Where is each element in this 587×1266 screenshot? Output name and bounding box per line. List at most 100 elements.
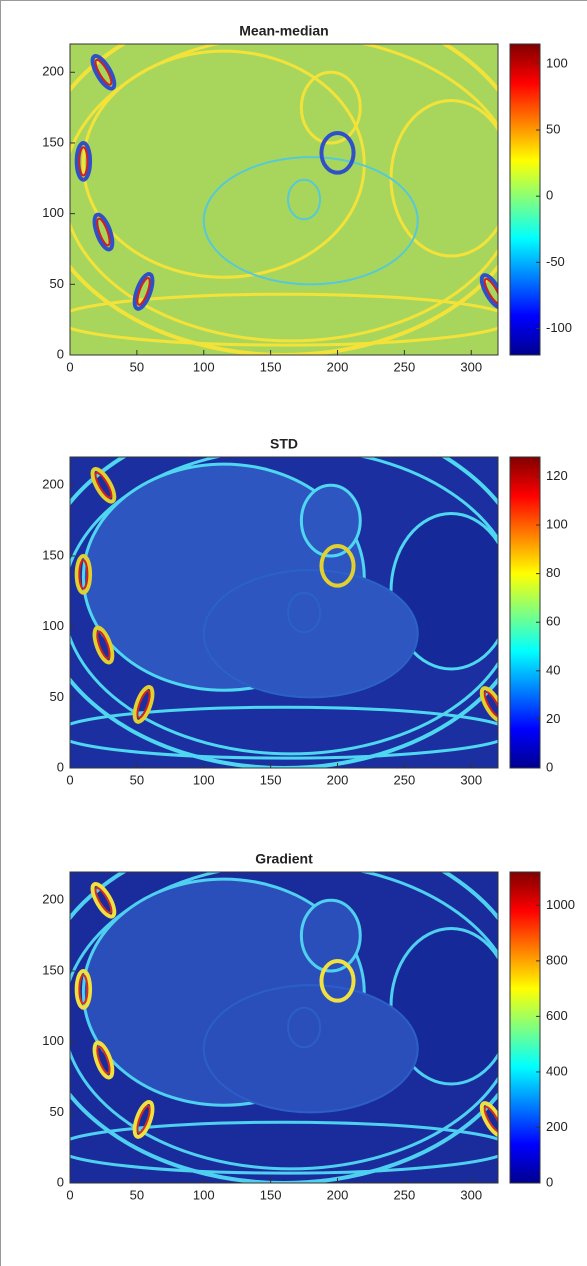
colorbar-tick-label: -100	[546, 320, 572, 335]
axes-box	[69, 456, 499, 769]
structure	[94, 886, 113, 914]
structure	[319, 959, 356, 1003]
structure	[479, 273, 498, 310]
image	[70, 872, 498, 1183]
colorbar-tick-label: 1000	[546, 897, 575, 912]
structure	[132, 1099, 155, 1139]
y-tick-label: 0	[57, 759, 64, 774]
structure	[92, 1040, 115, 1080]
colorbar-tick-label: 50	[546, 121, 560, 136]
y-tick-label: 150	[42, 962, 64, 977]
structure	[132, 271, 155, 311]
structure	[136, 277, 151, 306]
x-tick-label: 250	[394, 772, 416, 787]
colorbar	[509, 871, 541, 1184]
y-tick-label: 150	[42, 547, 64, 562]
y-tick-label: 200	[42, 477, 64, 492]
structure	[287, 1006, 322, 1049]
structure	[70, 1120, 498, 1175]
colorbar-tick-label: 100	[546, 55, 568, 70]
axes-box	[69, 43, 499, 356]
x-tick-label: 50	[130, 1187, 144, 1202]
y-tick-label: 50	[50, 1104, 64, 1119]
structure	[74, 553, 93, 595]
x-tick-label: 150	[260, 359, 282, 374]
structure	[136, 1105, 151, 1134]
image	[70, 457, 498, 768]
structure	[132, 684, 155, 724]
structure	[96, 217, 111, 247]
panel-title: Gradient	[255, 851, 313, 867]
x-tick-label: 0	[66, 772, 73, 787]
colorbar-tick-label: 0	[546, 188, 553, 203]
axes-box	[69, 871, 499, 1184]
structure	[70, 457, 498, 756]
x-tick-label: 300	[460, 1187, 482, 1202]
structure	[479, 1101, 498, 1138]
y-tick-label: 50	[50, 689, 64, 704]
colorbar-tick-label: 0	[546, 1174, 553, 1189]
x-tick-label: 100	[193, 772, 215, 787]
structure	[94, 471, 113, 499]
x-tick-label: 300	[460, 359, 482, 374]
x-tick-label: 250	[394, 1187, 416, 1202]
image	[70, 44, 498, 355]
panel-title: Mean-median	[239, 23, 328, 39]
structure	[70, 292, 498, 347]
structure	[299, 70, 362, 145]
structure	[299, 483, 362, 558]
structure	[483, 690, 498, 718]
y-tick-label: 50	[50, 276, 64, 291]
structure	[202, 984, 419, 1114]
x-tick-label: 50	[130, 359, 144, 374]
structure	[90, 54, 117, 91]
structure	[70, 872, 498, 1171]
colorbar-tick-label: 100	[546, 516, 568, 531]
colorbar-tick-label: 120	[546, 468, 568, 483]
x-tick-label: 0	[66, 359, 73, 374]
y-tick-label: 0	[57, 346, 64, 361]
y-tick-label: 200	[42, 892, 64, 907]
structure	[74, 968, 93, 1010]
structure	[319, 131, 356, 175]
x-tick-label: 100	[193, 359, 215, 374]
y-tick-label: 100	[42, 205, 64, 220]
y-tick-label: 100	[42, 1033, 64, 1048]
structure	[287, 591, 322, 634]
colorbar	[509, 43, 541, 356]
structure	[483, 1105, 498, 1133]
structure	[202, 156, 419, 286]
x-tick-label: 200	[327, 1187, 349, 1202]
x-tick-label: 300	[460, 772, 482, 787]
x-tick-label: 150	[260, 772, 282, 787]
structure	[90, 467, 117, 504]
structure	[90, 882, 117, 919]
colorbar-tick-label: 60	[546, 614, 560, 629]
structure	[94, 58, 113, 86]
colorbar-tick-label: 80	[546, 565, 560, 580]
x-tick-label: 100	[193, 1187, 215, 1202]
x-tick-label: 0	[66, 1187, 73, 1202]
x-tick-label: 250	[394, 359, 416, 374]
colorbar	[509, 456, 541, 769]
y-tick-label: 0	[57, 1174, 64, 1189]
structure	[78, 559, 89, 590]
structure	[92, 625, 115, 665]
structure	[78, 146, 89, 177]
y-tick-label: 150	[42, 134, 64, 149]
structure	[479, 686, 498, 723]
structure	[287, 178, 322, 221]
colorbar-tick-label: 400	[546, 1063, 568, 1078]
structure	[70, 44, 498, 343]
colorbar-tick-label: 40	[546, 662, 560, 677]
structure	[74, 140, 93, 182]
structure	[202, 569, 419, 699]
structure	[78, 974, 89, 1005]
colorbar-tick-label: 800	[546, 952, 568, 967]
structure	[96, 1045, 111, 1075]
colorbar-tick-label: 0	[546, 759, 553, 774]
colorbar-tick-label: 20	[546, 711, 560, 726]
structure	[319, 544, 356, 588]
structure	[70, 705, 498, 760]
